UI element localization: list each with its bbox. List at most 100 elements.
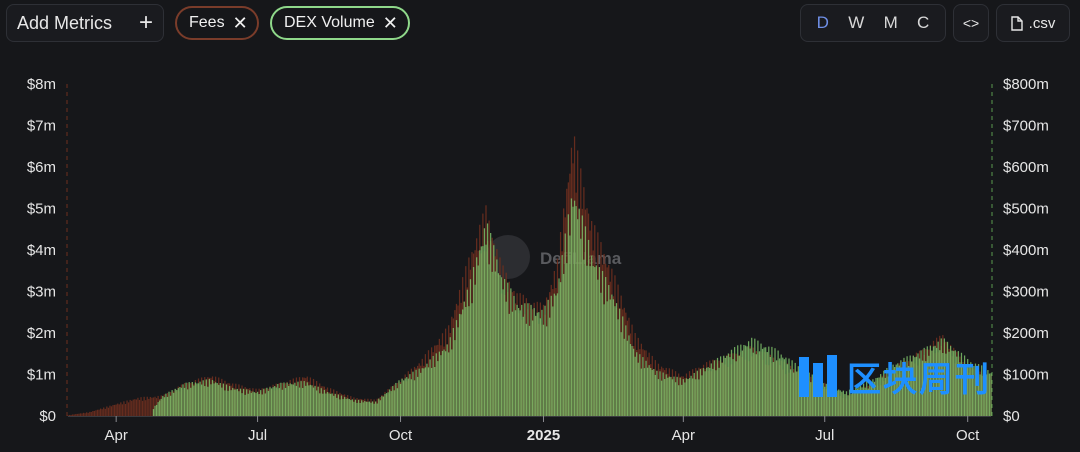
dex-volume-bar bbox=[452, 327, 454, 416]
dex-volume-bar bbox=[702, 368, 705, 416]
dex-volume-bar bbox=[598, 267, 601, 416]
x-tick-label: Jul bbox=[815, 427, 834, 444]
dex-volume-bar bbox=[547, 299, 549, 416]
dex-volume-bar bbox=[463, 301, 465, 416]
dex-volume-bar bbox=[953, 351, 955, 416]
y-tick-label-left: $5m bbox=[27, 201, 56, 218]
dex-volume-bar bbox=[154, 405, 156, 416]
period-cumulative[interactable]: C bbox=[917, 13, 930, 32]
fees-bar bbox=[103, 407, 105, 416]
dex-volume-bar bbox=[793, 372, 795, 416]
dex-volume-bar bbox=[424, 367, 427, 416]
csv-download-button[interactable]: .csv bbox=[996, 4, 1070, 42]
y-tick-label-right: $600m bbox=[1003, 159, 1049, 176]
dex-volume-bar bbox=[880, 374, 882, 416]
dex-volume-bar bbox=[300, 381, 302, 416]
dex-volume-bar bbox=[309, 384, 312, 416]
dex-volume-bar bbox=[608, 285, 610, 416]
fees-bar bbox=[96, 409, 99, 416]
period-weekly[interactable]: W bbox=[848, 13, 865, 32]
dex-volume-bar bbox=[269, 387, 271, 416]
dex-volume-bar bbox=[673, 376, 675, 416]
dex-volume-bar bbox=[362, 402, 364, 416]
close-icon[interactable]: ✕ bbox=[382, 13, 398, 33]
dex-volume-bar bbox=[737, 345, 739, 416]
dex-volume-bar bbox=[333, 395, 335, 416]
dex-volume-bar bbox=[808, 372, 810, 416]
dex-volume-bar bbox=[623, 338, 625, 416]
y-tick-label-right: $500m bbox=[1003, 201, 1049, 218]
dex-volume-bar bbox=[472, 267, 475, 416]
dex-volume-bar bbox=[620, 332, 622, 416]
dex-volume-bar bbox=[258, 394, 260, 416]
dex-volume-bar bbox=[848, 389, 851, 416]
x-tick-label: Apr bbox=[104, 427, 127, 444]
dex-volume-bar bbox=[253, 392, 256, 416]
dex-volume-bar bbox=[645, 360, 647, 416]
fees-bar bbox=[75, 414, 77, 416]
dex-volume-bar bbox=[423, 368, 425, 416]
dex-volume-bar bbox=[367, 401, 369, 416]
period-daily[interactable]: D bbox=[816, 13, 829, 32]
dex-volume-bar bbox=[625, 325, 627, 416]
dex-volume-bar bbox=[845, 391, 848, 416]
dex-volume-bar bbox=[210, 384, 212, 416]
y-tick-label-right: $800m bbox=[1003, 76, 1049, 93]
dex-volume-bar bbox=[862, 383, 865, 416]
embed-button[interactable]: <> bbox=[953, 4, 989, 42]
dex-volume-bar bbox=[765, 347, 767, 416]
dex-volume-bar bbox=[695, 379, 697, 416]
dex-volume-bar bbox=[662, 372, 664, 416]
dex-volume-bar bbox=[956, 356, 958, 416]
dex-volume-bar bbox=[382, 396, 385, 416]
dex-volume-bar bbox=[595, 265, 597, 416]
metric-chip-dex-volume[interactable]: DEX Volume ✕ bbox=[270, 6, 410, 40]
close-icon[interactable]: ✕ bbox=[232, 13, 248, 33]
dex-volume-bar bbox=[353, 401, 355, 416]
dex-volume-bar bbox=[160, 398, 162, 416]
metric-chip-fees[interactable]: Fees ✕ bbox=[175, 6, 259, 40]
dex-volume-bar bbox=[926, 346, 928, 416]
dex-volume-bar bbox=[901, 367, 904, 416]
fees-bar bbox=[134, 399, 136, 416]
dex-volume-bar bbox=[772, 362, 775, 416]
fees-bar bbox=[104, 408, 106, 416]
dex-volume-bar bbox=[270, 388, 273, 416]
dex-volume-bar bbox=[255, 393, 257, 416]
dex-volume-bar bbox=[440, 355, 442, 416]
fees-bar bbox=[131, 400, 133, 416]
brand-watermark: 区块周刊 bbox=[797, 352, 991, 401]
dex-volume-bar bbox=[584, 226, 587, 416]
dex-volume-bar bbox=[289, 383, 291, 416]
dex-volume-bar bbox=[225, 384, 228, 416]
dex-volume-bar bbox=[549, 317, 551, 416]
dex-volume-bar bbox=[250, 392, 252, 416]
dex-volume-bar bbox=[822, 383, 824, 416]
dex-volume-bar bbox=[850, 394, 852, 416]
add-metrics-button[interactable]: Add Metrics + bbox=[6, 4, 164, 42]
dex-volume-bar bbox=[322, 393, 324, 416]
dex-volume-bar bbox=[894, 367, 896, 416]
dex-volume-bar bbox=[536, 312, 538, 416]
dex-volume-bar bbox=[500, 277, 503, 416]
dex-volume-bar bbox=[656, 370, 658, 416]
dex-volume-bar bbox=[451, 349, 453, 416]
dex-volume-bar bbox=[491, 271, 493, 416]
fees-bar bbox=[106, 406, 108, 416]
dex-volume-bar bbox=[429, 359, 431, 416]
metric-chip-label: DEX Volume bbox=[284, 14, 375, 31]
dex-volume-bar bbox=[208, 379, 211, 416]
dex-volume-bar bbox=[664, 379, 666, 416]
dex-volume-bar bbox=[541, 309, 543, 416]
dex-volume-bar bbox=[468, 306, 470, 416]
dex-volume-bar bbox=[256, 391, 259, 416]
x-tick-label: Jul bbox=[248, 427, 267, 444]
dex-volume-bar bbox=[168, 391, 170, 416]
y-axis-right: $0 $100m $200m $300m $400m $500m $600m $700m $80… bbox=[1003, 76, 1049, 425]
dex-volume-bar bbox=[939, 350, 941, 416]
dex-volume-bar bbox=[247, 393, 249, 416]
period-monthly[interactable]: M bbox=[883, 13, 898, 32]
dex-volume-bar bbox=[898, 365, 900, 416]
dex-volume-bar bbox=[524, 303, 526, 416]
dex-volume-bar bbox=[788, 358, 790, 416]
